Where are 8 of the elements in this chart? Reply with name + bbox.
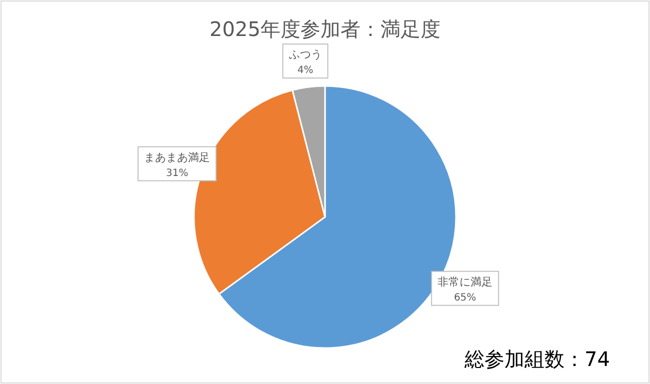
slice-label: まあまあ満足 bbox=[144, 150, 210, 164]
text: 総参加組数：74 bbox=[464, 347, 610, 371]
slice-label: ふつう bbox=[288, 48, 322, 62]
data-label: 65% bbox=[454, 292, 476, 304]
chart-title: 2025年度参加者：満足度 bbox=[210, 17, 440, 41]
data-label: 31% bbox=[166, 168, 188, 179]
slice-label: 非常に満足 bbox=[438, 275, 493, 288]
data-label: 4% bbox=[297, 65, 314, 76]
